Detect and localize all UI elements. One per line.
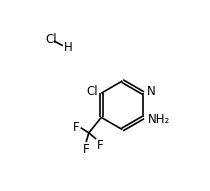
Text: F: F: [73, 121, 80, 134]
Text: F: F: [97, 139, 104, 152]
Text: NH₂: NH₂: [147, 113, 170, 126]
Text: N: N: [147, 85, 155, 99]
Text: F: F: [83, 143, 89, 156]
Text: Cl: Cl: [46, 33, 58, 46]
Text: H: H: [63, 41, 72, 54]
Text: Cl: Cl: [86, 85, 98, 99]
